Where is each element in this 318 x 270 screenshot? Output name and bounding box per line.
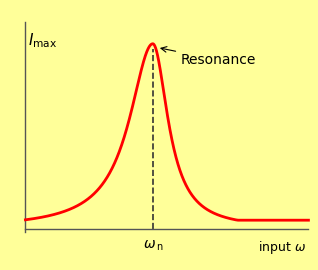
- Text: $\omega_{\,\mathrm{n}}$: $\omega_{\,\mathrm{n}}$: [142, 239, 163, 253]
- Text: $\mathit{I}_{\mathrm{max}}$: $\mathit{I}_{\mathrm{max}}$: [28, 31, 58, 49]
- Text: Resonance: Resonance: [161, 47, 257, 67]
- Text: input $\omega$: input $\omega$: [258, 239, 306, 256]
